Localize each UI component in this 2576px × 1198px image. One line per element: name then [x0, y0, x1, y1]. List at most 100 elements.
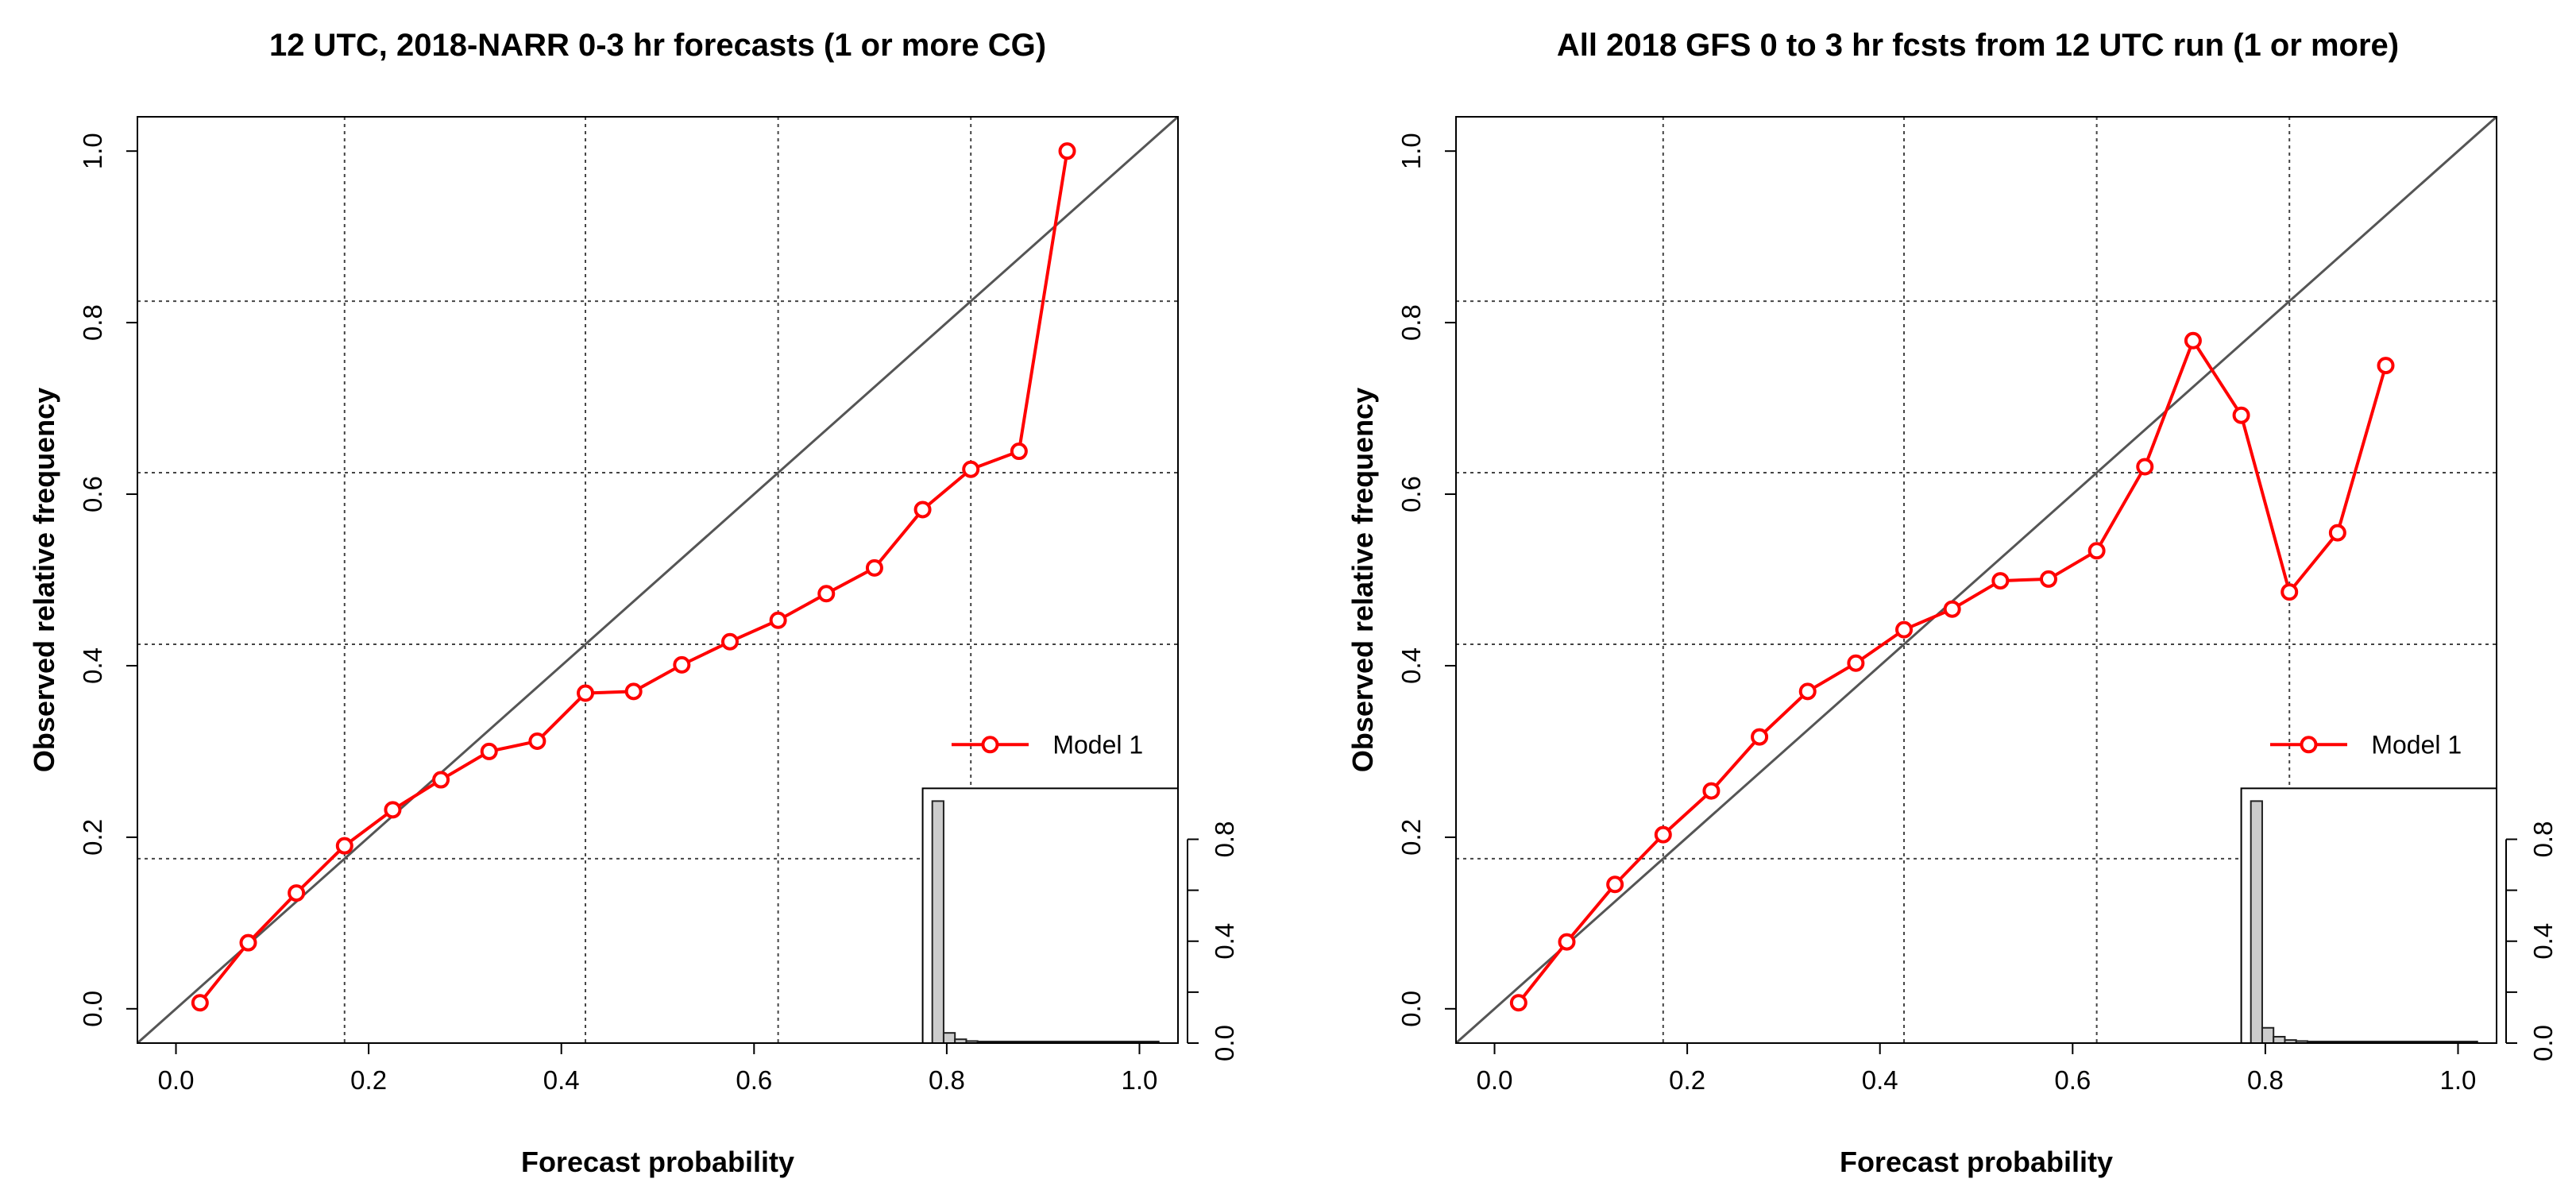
model-1-series [1509, 331, 2395, 1012]
histogram-tick-label: 0.8 [2528, 821, 2558, 858]
model-1-series [191, 142, 1076, 1012]
data-point [720, 632, 739, 651]
legend: Model 1 [2269, 730, 2462, 759]
x-tick-label: 0.0 [1477, 1065, 1513, 1095]
x-axis-label: Forecast probability [1840, 1146, 2113, 1178]
data-point [1010, 442, 1028, 461]
data-point [2087, 542, 2106, 560]
data-point [577, 684, 595, 702]
axis-ticks: 0.0 0.2 0.4 0.6 0.8 1.0 0.0 0.2 0.4 0.6 0.8 1.0 [1396, 133, 2476, 1095]
x-axis-label: Forecast probability [521, 1146, 794, 1178]
y-tick-label: 1.0 [1396, 133, 1426, 169]
plot-frame [1455, 116, 2497, 1044]
data-point [1558, 933, 1576, 951]
histogram-bar [931, 800, 944, 1044]
x-tick-label: 0.8 [929, 1065, 965, 1095]
histogram-tick-label: 0.4 [2528, 923, 2558, 960]
y-tick-label: 0.4 [1396, 647, 1426, 684]
histogram-frame [2240, 787, 2497, 1044]
plot-frame [137, 116, 1179, 1044]
data-point [191, 994, 209, 1012]
data-point [1058, 142, 1076, 160]
y-axis-label: Observed relative frequency [1346, 388, 1379, 772]
data-point [962, 460, 980, 478]
chart-title: 12 UTC, 2018-NARR 0-3 hr forecasts (1 or… [269, 28, 1046, 63]
data-point [528, 732, 546, 750]
x-tick-label: 0.4 [1862, 1065, 1898, 1095]
y-tick-label: 0.6 [1396, 476, 1426, 512]
histogram-tick-label: 0.0 [2528, 1025, 2558, 1061]
histogram-bar [2250, 800, 2263, 1044]
data-point [1991, 572, 2010, 590]
data-point [2232, 406, 2250, 424]
data-point [335, 837, 353, 855]
y-axis-label: Observed relative frequency [28, 388, 60, 772]
x-tick-label: 0.6 [736, 1065, 772, 1095]
histogram-bar [2261, 1026, 2275, 1044]
x-tick-label: 0.2 [1669, 1065, 1705, 1095]
data-point [2039, 570, 2057, 588]
x-tick-label: 0.0 [158, 1065, 195, 1095]
data-point [239, 933, 257, 952]
data-point [1798, 682, 1817, 701]
legend-point-swatch [981, 736, 999, 754]
x-tick-label: 1.0 [2440, 1065, 2477, 1095]
data-point [1895, 620, 1914, 639]
legend-point-swatch [2300, 736, 2318, 754]
data-point [288, 884, 306, 902]
histogram-tick-label: 0.0 [1210, 1025, 1239, 1061]
data-point [1702, 782, 1721, 800]
data-point [480, 742, 498, 760]
data-point [1654, 825, 1672, 844]
y-tick-label: 0.2 [1396, 819, 1426, 856]
data-point [2377, 357, 2395, 375]
y-tick-label: 0.0 [1396, 991, 1426, 1027]
y-tick-label: 0.4 [78, 647, 107, 684]
perfect-reliability-line [1455, 115, 2497, 1045]
x-tick-label: 0.2 [350, 1065, 387, 1095]
data-point [913, 500, 932, 519]
y-tick-label: 0.8 [78, 304, 107, 341]
x-tick-label: 0.6 [2054, 1065, 2091, 1095]
y-tick-label: 1.0 [78, 133, 107, 169]
data-point [673, 655, 691, 674]
data-point [432, 771, 450, 789]
data-point [1751, 728, 1769, 746]
reliability-panel-gfs: All 2018 GFS 0 to 3 hr fcsts from 12 UTC… [1346, 28, 2558, 1178]
data-point [2136, 458, 2154, 476]
perfect-reliability-line [137, 115, 1179, 1045]
data-point [624, 682, 643, 701]
x-tick-label: 0.8 [2247, 1065, 2284, 1095]
forecast-frequency-histogram: 0.0 0.4 0.8 [2240, 787, 2558, 1061]
chart-title: All 2018 GFS 0 to 3 hr fcsts from 12 UTC… [1557, 28, 2399, 63]
histogram-bar [2273, 1035, 2286, 1045]
data-point [1509, 994, 1527, 1012]
x-tick-label: 1.0 [1122, 1065, 1158, 1095]
axis-ticks: 0.0 0.2 0.4 0.6 0.8 1.0 0.0 0.2 0.4 0.6 0.8 1.0 [78, 133, 1157, 1095]
data-point [1606, 875, 1624, 894]
y-tick-label: 0.2 [78, 819, 107, 856]
legend: Model 1 [951, 730, 1143, 759]
data-point [384, 801, 402, 819]
y-tick-label: 0.8 [1396, 304, 1426, 341]
histogram-bar [942, 1032, 956, 1044]
forecast-frequency-histogram: 0.0 0.4 0.8 [921, 787, 1239, 1061]
data-point [2281, 583, 2299, 601]
y-tick-label: 0.0 [78, 991, 107, 1027]
data-point [1943, 600, 1961, 618]
data-point [865, 558, 883, 577]
histogram-frame [921, 787, 1179, 1044]
x-tick-label: 0.4 [543, 1065, 580, 1095]
legend-label-model-1: Model 1 [1052, 730, 1143, 759]
data-point [769, 611, 787, 629]
data-point [2184, 331, 2202, 350]
reliability-panel-narr: 12 UTC, 2018-NARR 0-3 hr forecasts (1 or… [28, 28, 1239, 1178]
histogram-tick-label: 0.4 [1210, 923, 1239, 960]
y-tick-label: 0.6 [78, 476, 107, 512]
data-point [817, 585, 836, 603]
histogram-tick-label: 0.8 [1210, 821, 1239, 858]
data-point [2328, 524, 2346, 542]
data-point [1847, 654, 1865, 672]
